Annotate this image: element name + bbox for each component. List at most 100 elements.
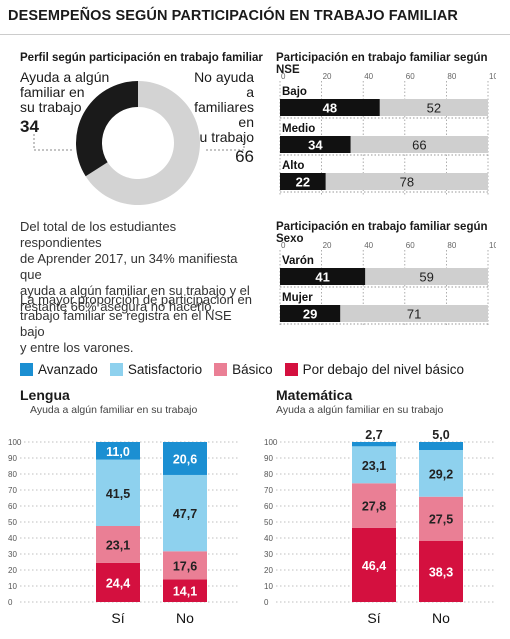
lengua-ytick-50: 50 xyxy=(8,518,17,527)
nse-value-bajo-1: 52 xyxy=(427,101,441,116)
sexo-xtick-20: 20 xyxy=(323,241,332,250)
lengua-ytick-60: 60 xyxy=(8,502,17,511)
mate-bar-si-basico xyxy=(352,483,396,528)
matematica-chart: 0 10 20 30 40 50 60 70 80 90 100 46,4 27,8 23,1 2,7 Sí 3… xyxy=(264,430,496,626)
p1-line-3: ayuda a algún familiar en su trabajo y e… xyxy=(20,283,250,298)
lengua-label-no-basico: 17,6 xyxy=(173,559,197,573)
mate-ytick-30: 30 xyxy=(264,550,273,559)
donut-left-value: 34 xyxy=(20,117,39,136)
mate-ytick-40: 40 xyxy=(264,534,273,543)
nse-value-alto-1: 78 xyxy=(400,175,414,190)
donut-left-line-1: Ayuda a algún xyxy=(20,69,110,85)
nse-value-alto-0: 22 xyxy=(296,175,310,190)
mate-label-no-basico: 27,5 xyxy=(429,513,453,527)
mate-bar-no-avanzado xyxy=(419,442,463,450)
mate-bar-si-avanzado xyxy=(352,442,396,447)
donut-left-leader xyxy=(33,134,72,151)
sexo-bar-mujer-1 xyxy=(340,305,488,322)
title-divider xyxy=(0,34,510,35)
mate-label-no-avanzado: 5,0 xyxy=(432,430,449,442)
lengua-bar-si-avanzado xyxy=(96,442,140,460)
donut-subtitle: Perfil según participación en trabajo fa… xyxy=(20,52,263,64)
page-title: DESEMPEÑOS SEGÚN PARTICIPACIÓN EN TRABAJ… xyxy=(8,8,458,24)
nse-bar-bajo-1 xyxy=(379,99,488,116)
mate-ytick-10: 10 xyxy=(264,582,273,591)
legend-swatch-satisfactorio xyxy=(109,363,123,376)
mate-bar-no-satisfactorio xyxy=(419,450,463,497)
legend-label-basico: Básico xyxy=(232,362,273,377)
lengua-bar-no-avanzado xyxy=(163,442,207,475)
nse-category-medio: Medio xyxy=(282,123,315,135)
mate-label-no-satisfactorio: 29,2 xyxy=(429,467,453,481)
sexo-category-varon: Varón xyxy=(282,255,314,267)
lengua-category-no: No xyxy=(176,610,194,626)
p2-line-3: y entre los varones. xyxy=(20,340,134,355)
sexo-xtick-80: 80 xyxy=(447,241,456,250)
nse-category-bajo: Bajo xyxy=(282,86,307,98)
sexo-category-mujer: Mujer xyxy=(282,292,313,304)
mate-label-si-avanzado: 2,7 xyxy=(365,430,382,442)
legend-swatch-debajo xyxy=(284,363,298,376)
nse-xtick-60: 60 xyxy=(406,72,415,81)
legend-label-avanzado: Avanzado xyxy=(38,362,98,377)
mate-label-si-satisfactorio: 23,1 xyxy=(362,459,386,473)
donut-left-line-3: su trabajo xyxy=(20,99,82,115)
donut-right-leader xyxy=(206,134,245,151)
legend-item-satisfactorio: Satisfactorio xyxy=(109,362,203,377)
mate-bar-no-basico xyxy=(419,496,463,541)
lengua-label-no-avanzado: 20,6 xyxy=(173,452,197,466)
donut-left-line-2: familiar en xyxy=(20,84,85,100)
lengua-ytick-20: 20 xyxy=(8,566,17,575)
lengua-label-si-avanzado: 11,0 xyxy=(106,445,130,459)
lengua-ytick-90: 90 xyxy=(8,454,17,463)
lengua-bar-no-basico xyxy=(163,551,207,580)
sexo-value-varon-0: 41 xyxy=(315,270,329,285)
mate-ytick-80: 80 xyxy=(264,470,273,479)
mate-label-si-basico: 27,8 xyxy=(362,500,386,514)
lengua-bar-no-satisfactorio xyxy=(163,474,207,552)
sexo-xtick-100: 100 xyxy=(489,241,496,250)
p1-line-1: Del total de los estudiantes respondient… xyxy=(20,219,177,250)
lengua-bar-si-basico xyxy=(96,526,140,563)
mate-bar-si-satisfactorio xyxy=(352,446,396,484)
nse-bar-alto-1 xyxy=(325,173,488,190)
mate-category-no: No xyxy=(432,610,450,626)
donut-slice-no-ayuda xyxy=(85,81,201,206)
nse-chart-title: Participación en trabajo familiar según … xyxy=(276,52,488,76)
nse-value-bajo-0: 48 xyxy=(323,101,337,116)
mate-ytick-0: 0 xyxy=(264,598,269,607)
mate-ytick-50: 50 xyxy=(264,518,273,527)
legend-swatch-basico xyxy=(214,363,228,376)
sexo-bar-varon-0 xyxy=(280,268,366,285)
lengua-label-si-satisfactorio: 41,5 xyxy=(106,487,130,501)
lengua-label-si-basico: 23,1 xyxy=(106,538,130,552)
lengua-category-si: Sí xyxy=(111,610,124,626)
donut-right-line-2: familiares en xyxy=(194,99,254,130)
mate-bar-no-por-debajo-del-nivel-basico xyxy=(419,540,463,602)
sexo-value-varon-1: 59 xyxy=(419,270,433,285)
mate-label-no-por-debajo-del-nivel-basico: 38,3 xyxy=(429,565,453,579)
donut-chart xyxy=(33,81,245,206)
lengua-title: Lengua xyxy=(20,387,70,403)
mate-ytick-60: 60 xyxy=(264,502,273,511)
nse-xtick-100: 100 xyxy=(489,72,496,81)
legend-label-satisfactorio: Satisfactorio xyxy=(127,362,203,377)
legend-item-avanzado: Avanzado xyxy=(20,362,98,377)
lengua-bar-si-por-debajo-del-nivel-basico xyxy=(96,562,140,602)
donut-left-label: Ayuda a algún familiar en su trabajo 34 xyxy=(20,69,110,136)
p1-line-4: restante 66% asegura no hacerlo. xyxy=(20,299,216,314)
nse-value-medio-0: 34 xyxy=(308,138,323,153)
mate-label-si-por-debajo-del-nivel-basico: 46,4 xyxy=(362,559,386,573)
sexo-value-mujer-1: 71 xyxy=(407,307,421,322)
legend: Avanzado Satisfactorio Básico Por debajo… xyxy=(20,362,476,377)
nse-xtick-20: 20 xyxy=(323,72,332,81)
legend-item-debajo: Por debajo del nivel básico xyxy=(284,362,464,377)
sexo-xtick-0: 0 xyxy=(281,241,286,250)
paragraph-1: Del total de los estudiantes respondient… xyxy=(20,219,258,315)
lengua-label-no-satisfactorio: 47,7 xyxy=(173,507,197,521)
lengua-label-si-por-debajo-del-nivel-basico: 24,4 xyxy=(106,576,130,590)
lengua-ytick-100: 100 xyxy=(8,438,22,447)
lengua-bar-si-satisfactorio xyxy=(96,459,140,526)
p2-line-2: trabajo familiar se registra en el NSE b… xyxy=(20,308,232,339)
nse-bar-alto-0 xyxy=(280,173,326,190)
